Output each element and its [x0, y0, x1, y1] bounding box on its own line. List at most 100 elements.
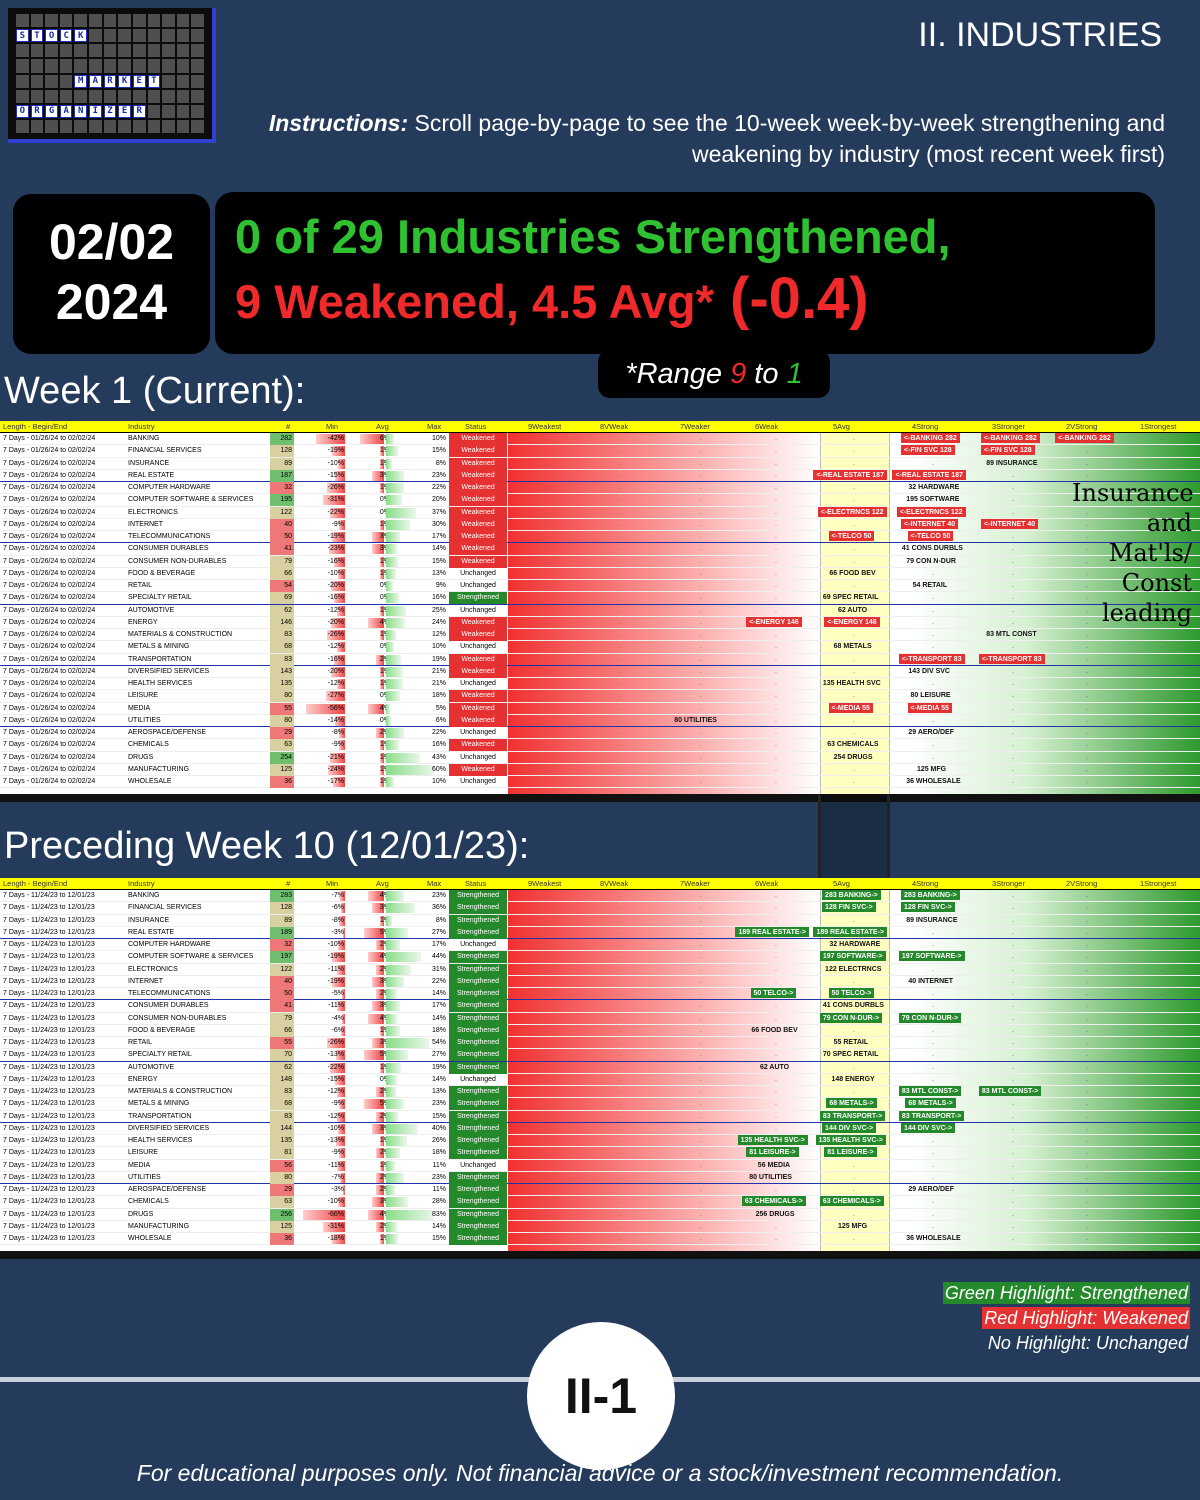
- logo-cell: [89, 44, 102, 58]
- zone-dot: .: [932, 765, 934, 773]
- min-bar: [338, 458, 345, 469]
- industry-cell: FOOD & BEVERAGE: [128, 1026, 196, 1034]
- industry-cell: ENERGY: [128, 618, 158, 626]
- max-bar: [386, 903, 415, 914]
- min-bar: [336, 1111, 345, 1122]
- count-cell: 62: [270, 604, 294, 617]
- period-cell: 7 Days - 01/26/24 to 02/02/24: [3, 459, 96, 467]
- min-cell: -3%: [331, 1186, 344, 1193]
- max-cell: 14%: [431, 545, 446, 553]
- max-cell: 22%: [431, 977, 446, 985]
- zone-dot: .: [620, 916, 622, 924]
- avg-cell: 5%: [379, 1051, 390, 1059]
- zone-dot: .: [1160, 892, 1162, 899]
- position-tag: 89 INSURANCE: [906, 916, 958, 924]
- position-tag: 144 DIV SVC->: [822, 1122, 877, 1133]
- position-tag: 66 FOOD BEV: [751, 1026, 798, 1034]
- zone-dot: .: [1160, 704, 1162, 712]
- zone-dot: .: [1086, 1002, 1088, 1010]
- zone-dot: .: [1086, 606, 1088, 614]
- industry-cell: INSURANCE: [128, 459, 170, 467]
- avg-cell: 3%: [379, 1002, 390, 1010]
- table-row: 7 Days - 11/24/23 to 12/01/23 UTILITIES 80…: [0, 1171, 1200, 1184]
- max-cell: 27%: [431, 1051, 446, 1059]
- max-cell: 11%: [432, 1186, 447, 1193]
- zone-dot: .: [1012, 1137, 1014, 1144]
- max-cell: 20%: [431, 496, 446, 504]
- position-tag: <-FIN SVC 128: [981, 445, 1035, 456]
- max-cell: 16%: [431, 741, 446, 749]
- zone-dot: .: [1160, 508, 1162, 516]
- zone-dot: .: [1012, 631, 1014, 638]
- zone-dot: .: [620, 704, 622, 712]
- zone-dot: .: [548, 1124, 550, 1132]
- industry-cell: BANKING: [128, 892, 160, 899]
- logo-cell: [16, 119, 29, 133]
- zone-dot: .: [932, 928, 934, 936]
- zone-dot: .: [548, 680, 550, 687]
- zone-dot: .: [700, 1002, 702, 1010]
- position-tag: 55 RETAIL: [833, 1039, 869, 1046]
- position-tag: <-BANKING 282: [901, 433, 960, 443]
- zone-dot: .: [853, 655, 855, 663]
- table-row: 7 Days - 01/26/24 to 02/02/24 CONSUMER DU…: [0, 543, 1200, 556]
- zone-dot: .: [620, 520, 622, 528]
- avg-bar: [364, 927, 384, 938]
- table-row: 7 Days - 01/26/24 to 02/02/24 WHOLESALE 36…: [0, 776, 1200, 789]
- logo-cell: [191, 44, 204, 58]
- zone-dot: .: [548, 484, 550, 491]
- position-tag: 62 AUTO: [759, 1063, 790, 1071]
- avg-bar: [372, 544, 384, 555]
- zone-dot: .: [853, 965, 855, 973]
- min-cell: -11%: [328, 1161, 344, 1169]
- min-cell: -42%: [327, 435, 344, 442]
- avg-bar: [380, 740, 384, 751]
- zone-dot: .: [1160, 1063, 1162, 1071]
- logo-cell: [132, 29, 146, 43]
- zone-dot: .: [1160, 1124, 1162, 1132]
- min-bar: [326, 691, 345, 702]
- max-bar: [386, 1001, 400, 1012]
- status-badge: Strengthened: [449, 1086, 507, 1098]
- status-badge: Strengthened: [449, 1110, 507, 1123]
- zone-dot: .: [775, 631, 777, 638]
- logo-cell: [118, 44, 131, 58]
- zone-dot: .: [1086, 765, 1088, 773]
- max-cell: 25%: [431, 606, 446, 614]
- min-cell: -9%: [331, 520, 344, 528]
- logo-cell: [191, 14, 204, 28]
- zone-dot: .: [1086, 1014, 1088, 1022]
- count-cell: 32: [270, 939, 294, 951]
- table-row: 7 Days - 11/24/23 to 12/01/23 HEALTH SERV…: [0, 1135, 1200, 1148]
- period-cell: 7 Days - 01/26/24 to 02/02/24: [3, 545, 96, 553]
- zone-dot: .: [548, 459, 550, 467]
- zone-dot: .: [620, 1075, 622, 1083]
- count-cell: 62: [270, 1061, 294, 1074]
- max-cell: 26%: [431, 1137, 446, 1144]
- logo-cell: [147, 119, 161, 133]
- zone-dot: .: [700, 496, 702, 504]
- max-bar: [386, 581, 394, 591]
- zone-dot: .: [853, 484, 855, 491]
- status-badge: Strengthened: [449, 890, 507, 902]
- column-header: Status: [465, 879, 487, 888]
- zone-dot: .: [700, 1026, 702, 1034]
- zone-dot: .: [1086, 545, 1088, 553]
- avg-cell: 4%: [379, 618, 390, 626]
- industry-cell: REAL ESTATE: [128, 928, 175, 936]
- logo-letter: O: [16, 104, 29, 118]
- min-bar: [331, 976, 345, 987]
- position-tag: <-TELCO 50: [907, 531, 954, 541]
- zone-dot: .: [1086, 729, 1088, 736]
- position-tag: 36 WHOLESALE: [906, 778, 961, 785]
- zone-dot: .: [1012, 1075, 1014, 1083]
- position-tag: 189 REAL ESTATE->: [813, 926, 887, 937]
- zone-dot: .: [620, 447, 622, 455]
- position-tag: <-BANKING 282: [981, 433, 1040, 443]
- max-cell: 54%: [431, 1039, 446, 1046]
- min-cell: -18%: [327, 1235, 344, 1242]
- zone-dot: .: [548, 545, 550, 553]
- zone-dot: .: [932, 1222, 934, 1230]
- min-bar: [340, 1172, 345, 1183]
